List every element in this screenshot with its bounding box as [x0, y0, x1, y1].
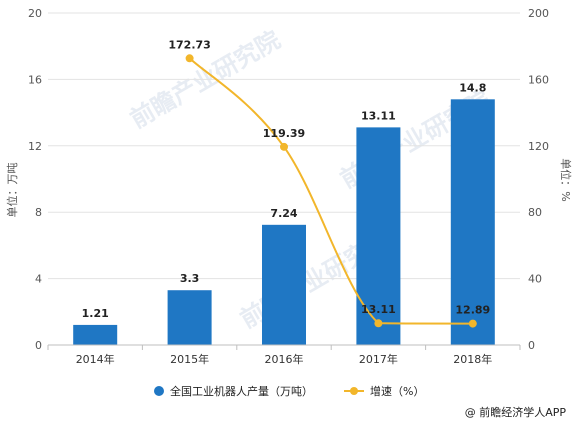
x-tick-label: 2017年 — [359, 352, 398, 366]
line-data-label: 13.11 — [361, 303, 396, 316]
line-data-label: 12.89 — [455, 304, 490, 317]
y2-tick-label: 120 — [528, 140, 549, 153]
line-point — [185, 54, 194, 63]
x-tick-label: 2014年 — [76, 352, 115, 366]
line-point — [280, 142, 288, 151]
bar-series — [73, 99, 495, 346]
y2-tick-label: 80 — [528, 206, 542, 219]
x-tick-label: 2018年 — [453, 352, 492, 366]
y-tick-label: 12 — [28, 140, 42, 153]
y2-axis-label: 单位：% — [559, 158, 573, 201]
y2-tick-label: 160 — [528, 73, 549, 86]
legend-line-label: 增速（%） — [370, 384, 424, 398]
line-data-label: 119.39 — [263, 127, 305, 140]
line-data-label: 172.73 — [168, 38, 210, 51]
data-labels: 1.21 3.3 7.24 13.11 14.8 172.73 119.39 13.11 12.… — [82, 38, 491, 320]
x-tick-label: 2015年 — [170, 352, 209, 366]
bar-data-label: 7.24 — [270, 207, 297, 220]
line-series — [185, 54, 477, 328]
x-tick-label: 2016年 — [265, 352, 304, 366]
y-tick-label: 20 — [28, 7, 42, 20]
y2-tick-label: 0 — [528, 339, 535, 352]
line-point — [374, 319, 383, 328]
line-point — [468, 319, 477, 328]
y-tick-label: 4 — [35, 273, 42, 286]
bar — [450, 99, 495, 345]
legend-line-dot — [350, 387, 358, 395]
growth-line — [188, 57, 473, 325]
y-tick-label: 16 — [28, 73, 42, 86]
bar — [262, 224, 306, 345]
legend-bar-label: 全国工业机器人产量（万吨） — [170, 384, 313, 398]
bar — [356, 127, 401, 346]
bar — [167, 290, 212, 345]
legend-bar-marker — [154, 386, 164, 396]
legend: 全国工业机器人产量（万吨） 增速（%） — [154, 384, 424, 398]
bar-data-label: 3.3 — [180, 272, 200, 285]
y2-tick-label: 200 — [528, 7, 549, 20]
bar-data-label: 14.8 — [459, 81, 486, 94]
y-axis-label: 单位：万吨 — [5, 163, 19, 218]
y-tick-label: 8 — [35, 206, 42, 219]
bar-data-label: 13.11 — [361, 109, 396, 122]
y-tick-label: 0 — [35, 339, 42, 352]
bar — [73, 324, 118, 345]
bar-data-label: 1.21 — [82, 307, 109, 320]
y2-tick-label: 40 — [528, 273, 542, 286]
source-credit: @ 前瞻经济学人APP — [464, 406, 566, 419]
